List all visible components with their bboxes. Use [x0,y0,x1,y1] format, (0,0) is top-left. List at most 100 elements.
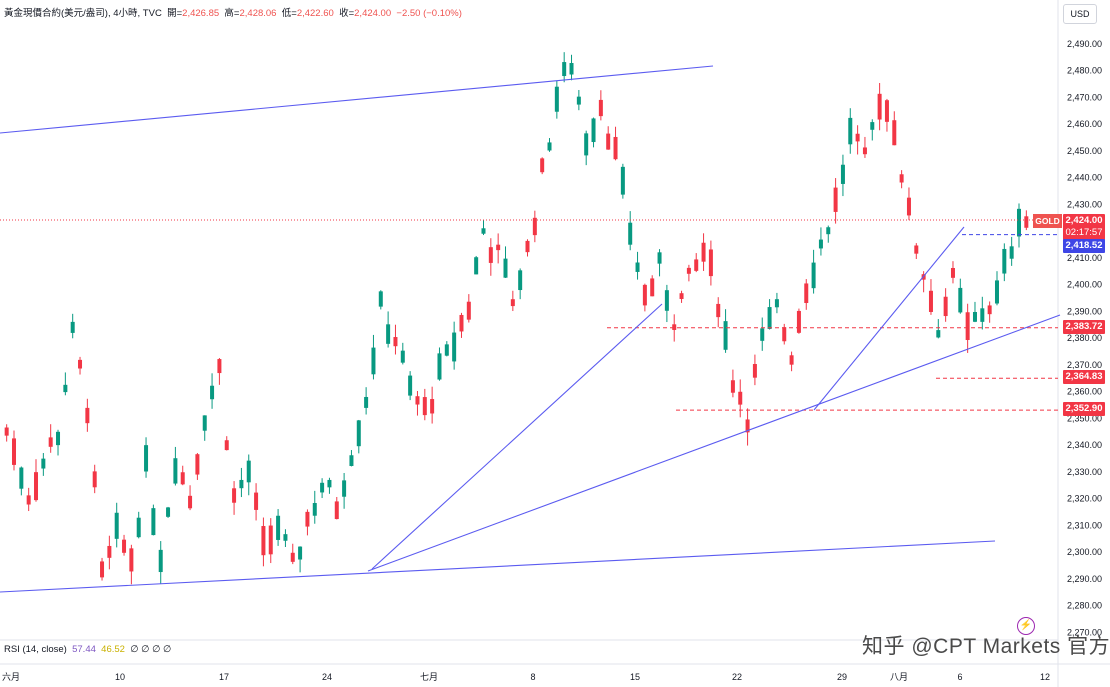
candle-body [224,440,229,451]
candle-body [804,283,809,303]
candle-body [738,391,743,405]
candle-body [19,467,24,489]
price-tick-label: 2,310.00 [1067,520,1102,530]
candle-body [26,495,31,505]
price-tick-label: 2,350.00 [1067,413,1102,423]
time-tick-label: 8 [530,672,535,682]
candle-body [481,228,486,234]
candle-body [848,117,853,145]
candle-body [364,396,369,408]
time-tick-label: 22 [732,672,742,682]
candle-body [422,397,427,416]
candle-body [232,488,237,503]
candle-body [356,420,361,447]
currency-button[interactable]: USD [1063,4,1097,24]
time-tick-label: 29 [837,672,847,682]
candle-body [906,197,911,216]
candle-body [620,166,625,195]
candle-body [723,321,728,350]
candle-body [642,284,647,306]
trendline [0,540,996,593]
candle-body [870,122,875,130]
candle-body [943,296,948,317]
candle-body [840,164,845,184]
candle-body [195,454,200,475]
time-tick-label: 八月 [890,672,908,682]
candle-body [78,359,83,369]
candle-body [686,267,691,274]
candle-body [56,431,61,446]
candle-body [158,549,163,573]
price-tick-label: 2,280.00 [1067,601,1102,611]
candle-body [114,512,119,539]
level1-tag: 2,383.72 [1063,320,1105,334]
candle-body [591,118,596,143]
candle-body [503,258,508,278]
candle-body [466,301,471,320]
price-tick-label: 2,470.00 [1067,92,1102,102]
candle-body [554,86,559,112]
trendline [813,226,965,411]
time-tick-label: 12 [1040,672,1050,682]
candle-body [994,280,999,304]
candle-body [730,380,735,393]
time-tick-label: 15 [630,672,640,682]
lightning-icon[interactable]: ⚡ [1017,617,1035,635]
time-tick-label: 六月 [2,671,20,682]
candle-body [679,293,684,299]
candle-body [496,244,501,251]
open-label: 開= [167,8,183,19]
candle-body [613,136,618,160]
price-tick-label: 2,330.00 [1067,467,1102,477]
price-tick-label: 2,360.00 [1067,387,1102,397]
candle-body [914,245,919,254]
candles [4,52,1029,585]
level2-tag: 2,364.83 [1063,370,1105,384]
price-axis: 2,490.00 2,480.00 2,470.00 2,460.00 2,450.00… [1067,39,1102,638]
level-blue-tag: 2,418.52 [1063,239,1105,253]
time-tick-label: 24 [322,672,332,682]
rsi-value: 57.44 [72,644,96,655]
candle-body [510,299,515,307]
candle-body [217,359,222,374]
price-tick-label: 2,320.00 [1067,494,1102,504]
candle-body [276,515,281,540]
candle-body [283,534,288,541]
symbol-legend: 黃金現價合約(美元/盎司), 4小時, TVC 開=2,426.85 高=2,4… [4,5,462,19]
candle-body [129,548,134,572]
low-value: 2,422.60 [296,8,334,19]
candle-body [349,455,354,466]
candle-body [136,517,141,538]
candle-body [173,458,178,484]
candle-body [664,290,669,311]
candle-body [899,174,904,183]
price-tick-label: 2,490.00 [1067,39,1102,49]
candle-body [180,472,185,485]
candle-body [41,458,46,469]
candle-body [811,262,816,289]
candle-body [965,312,970,341]
rsi-legend[interactable]: RSI (14, close) 57.44 46.52 ∅ ∅ ∅ ∅ [4,644,171,655]
price-tick-label: 2,270.00 [1067,627,1102,637]
candle-body [4,427,9,436]
candle-body [1016,208,1021,237]
candle-body [12,438,17,465]
candle-body [789,355,794,365]
candle-body [400,350,405,363]
candle-body [239,479,244,489]
price-tick-label: 2,390.00 [1067,306,1102,316]
candle-body [290,552,295,562]
candle-body [884,100,889,122]
candle-body [745,419,750,433]
candle-body [34,472,39,501]
candle-body [694,259,699,271]
price-tick-label: 2,410.00 [1067,253,1102,263]
candle-body [833,187,838,212]
candle-body [987,305,992,315]
candle-body [950,267,955,278]
candle-body [576,96,581,105]
candle-body [261,526,266,556]
price-tick-label: 2,380.00 [1067,333,1102,343]
candle-body [532,217,537,236]
